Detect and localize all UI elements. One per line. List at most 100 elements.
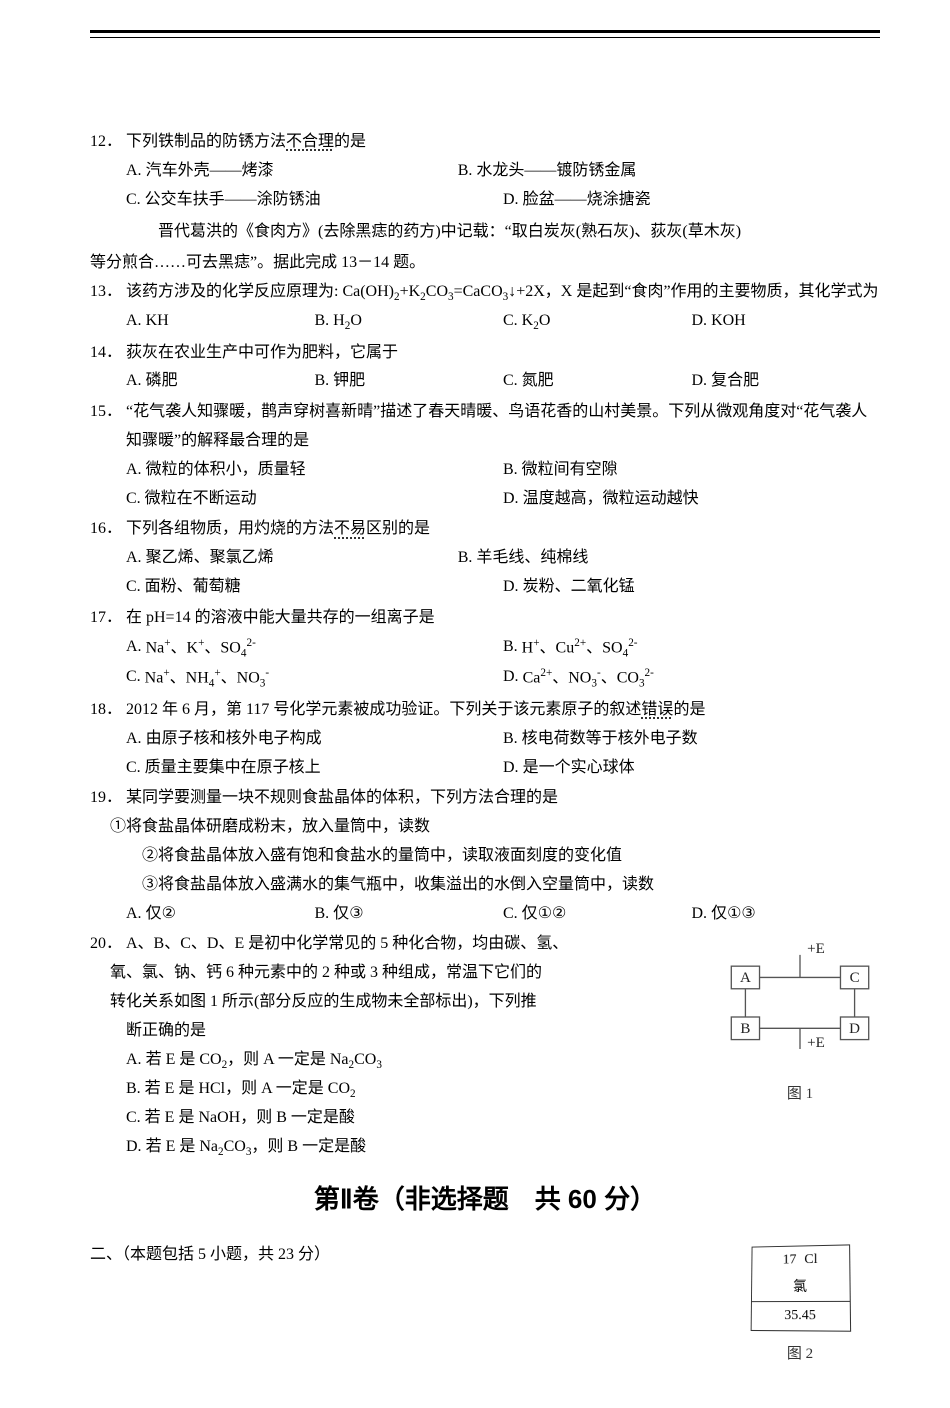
q-number: 19．: [90, 784, 126, 813]
option-text: 炭粉、二氧化锰: [523, 573, 635, 602]
q-number: 12．: [90, 128, 126, 157]
option-text: 若 E 是 CO2，则 A 一定是 Na2CO3: [146, 1046, 382, 1075]
q-stem: “花气袭人知骤暖，鹊声穿树喜新晴”描述了春天晴暖、鸟语花香的山村美景。下列从微观…: [126, 398, 880, 456]
question-20: A C B D +E +E 图 1 20． A、B、C、D、E 是初中化学常见的…: [90, 930, 880, 1162]
q-stem-line: A、B、C、D、E 是初中化学常见的 5 种化合物，均由碳、氢、: [126, 930, 712, 959]
q-stem: 该药方涉及的化学反应原理为: Ca(OH)2+K2CO3=CaCO3↓+2X，X…: [126, 278, 880, 307]
option-row: C.Na+、NH4+、NO3- D.Ca2+、NO3-、CO32-: [90, 663, 880, 694]
question-18: 18． 2012 年 6 月，第 117 号化学元素被成功验证。下列关于该元素原…: [90, 696, 880, 782]
option-row: C.质量主要集中在原子核上 D.是一个实心球体: [90, 754, 880, 783]
svg-text:B: B: [740, 1021, 750, 1037]
q-stem: 下列铁制品的防锈方法不合理的是: [126, 128, 880, 157]
q-number: 18．: [90, 696, 126, 725]
option-text: H+、Cu2+、SO42-: [522, 633, 638, 664]
option-text: 若 E 是 Na2CO3，则 B 一定是酸: [146, 1133, 367, 1162]
svg-text:+E: +E: [807, 941, 825, 957]
context-text-line2: 等分煎合……可去黑痣”。据此完成 13－14 题。: [90, 249, 880, 278]
option-text: 钾肥: [333, 367, 365, 396]
svg-text:A: A: [740, 971, 751, 987]
context-text: 晋代葛洪的《食肉方》(去除黑痣的药方)中记载：“取白炭灰(熟石灰)、荻灰(草木灰…: [90, 218, 880, 247]
option-row: A.KH B.H2O C.K2O D.KOH: [90, 307, 880, 336]
option-text: 若 E 是 HCl，则 A 一定是 CO2: [145, 1075, 356, 1104]
option-text: Ca2+、NO3-、CO32-: [523, 663, 654, 694]
svg-text:+E: +E: [807, 1035, 825, 1051]
q-stem: 2012 年 6 月，第 117 号化学元素被成功验证。下列关于该元素原子的叙述…: [126, 696, 880, 725]
page-rule: [90, 30, 880, 38]
option-text: 磷肥: [146, 367, 178, 396]
option-text: 质量主要集中在原子核上: [145, 754, 321, 783]
option-text: 是一个实心球体: [523, 754, 635, 783]
figure-1-label: 图 1: [720, 1081, 880, 1108]
option-text: 仅③: [333, 900, 363, 929]
q-stem: 下列各组物质，用灼烧的方法不易区别的是: [126, 515, 880, 544]
question-17: 17． 在 pH=14 的溶液中能大量共存的一组离子是 A.Na+、K+、SO4…: [90, 604, 880, 694]
option-text: 微粒的体积小，质量轻: [146, 456, 306, 485]
q-number: 13．: [90, 278, 126, 307]
option-row: C.面粉、葡萄糖 D.炭粉、二氧化锰: [90, 573, 880, 602]
option: D.若 E 是 Na2CO3，则 B 一定是酸: [90, 1133, 880, 1162]
option-row: A.磷肥 B.钾肥 C.氮肥 D.复合肥: [90, 367, 880, 396]
question-15: 15． “花气袭人知骤暖，鹊声穿树喜新晴”描述了春天晴暖、鸟语花香的山村美景。下…: [90, 398, 880, 513]
atomic-mass: 35.45: [751, 1301, 851, 1331]
question-12: 12． 下列铁制品的防锈方法不合理的是 A.汽车外壳——烤漆 B.水龙头——镀防…: [90, 128, 880, 214]
svg-text:D: D: [849, 1021, 860, 1037]
option-row: A.微粒的体积小，质量轻 B.微粒间有空隙: [90, 456, 880, 485]
option-text: 公交车扶手——涂防锈油: [145, 186, 321, 215]
option: B.若 E 是 HCl，则 A 一定是 CO2: [90, 1075, 712, 1104]
option-text: 温度越高，微粒运动越快: [523, 485, 699, 514]
option-text: 仅②: [146, 900, 176, 929]
option-row: A.由原子核和核外电子构成 B.核电荷数等于核外电子数: [90, 725, 880, 754]
subitem: ②将食盐晶体放入盛有饱和食盐水的量筒中，读取液面刻度的变化值: [90, 842, 880, 871]
svg-text:C: C: [850, 971, 860, 987]
element-name: 氯: [751, 1273, 851, 1301]
option-row: A.仅② B.仅③ C.仅①② D.仅①③: [90, 900, 880, 929]
option-text: Na+、K+、SO42-: [146, 633, 256, 664]
option-text: 复合肥: [711, 367, 759, 396]
option: C.若 E 是 NaOH，则 B 一定是酸: [90, 1104, 712, 1133]
section-2-title: 第Ⅱ卷（非选择题 共 60 分）: [90, 1176, 880, 1223]
option-row: A.聚乙烯、聚氯乙烯 B.羊毛线、纯棉线: [90, 544, 880, 573]
option-text: H2O: [333, 307, 362, 336]
subitem: ③将食盐晶体放入盛满水的集气瓶中，收集溢出的水倒入空量筒中，读数: [90, 871, 880, 900]
option-text: KH: [146, 307, 169, 336]
figure-2-label: 图 2: [740, 1341, 860, 1368]
option-text: 仅①③: [711, 900, 756, 929]
option-row: A.Na+、K+、SO42- B.H+、Cu2+、SO42-: [90, 633, 880, 664]
q-stem: 某同学要测量一块不规则食盐晶体的体积，下列方法合理的是: [126, 784, 880, 813]
option-row: A.汽车外壳——烤漆 B.水龙头——镀防锈金属: [90, 157, 880, 186]
figure-1: A C B D +E +E 图 1: [720, 936, 880, 1108]
option-row: C.微粒在不断运动 D.温度越高，微粒运动越快: [90, 485, 880, 514]
option-row: C.公交车扶手——涂防锈油 D.脸盆——烧涂搪瓷: [90, 186, 880, 215]
option-text: Na+、NH4+、NO3-: [145, 663, 269, 694]
q-number: 20．: [90, 930, 126, 959]
option-text: KOH: [711, 307, 746, 336]
option-text: 仅①②: [522, 900, 567, 929]
question-14: 14． 荻灰在农业生产中可作为肥料，它属于 A.磷肥 B.钾肥 C.氮肥 D.复…: [90, 339, 880, 397]
option-text: 微粒在不断运动: [145, 485, 257, 514]
q-stem: 荻灰在农业生产中可作为肥料，它属于: [126, 339, 880, 368]
question-13: 13． 该药方涉及的化学反应原理为: Ca(OH)2+K2CO3=CaCO3↓+…: [90, 278, 880, 337]
q-stem: 在 pH=14 的溶液中能大量共存的一组离子是: [126, 604, 880, 633]
q-number: 15．: [90, 398, 126, 456]
option-text: 脸盆——烧涂搪瓷: [523, 186, 651, 215]
option-text: 由原子核和核外电子构成: [146, 725, 322, 754]
question-19: 19． 某同学要测量一块不规则食盐晶体的体积，下列方法合理的是 ①将食盐晶体研磨…: [90, 784, 880, 928]
subitem: ①将食盐晶体研磨成粉末，放入量筒中，读数: [90, 813, 880, 842]
option-text: 氮肥: [522, 367, 554, 396]
question-16: 16． 下列各组物质，用灼烧的方法不易区别的是 A.聚乙烯、聚氯乙烯 B.羊毛线…: [90, 515, 880, 601]
atomic-number: 17: [783, 1251, 797, 1270]
element-symbol: Cl: [804, 1250, 817, 1270]
option-text: K2O: [522, 307, 551, 336]
option-text: 核电荷数等于核外电子数: [522, 725, 698, 754]
q-number: 14．: [90, 339, 126, 368]
option-text: 水龙头——镀防锈金属: [476, 157, 636, 186]
figure-1-svg: A C B D +E +E: [720, 936, 880, 1066]
option: A.若 E 是 CO2，则 A 一定是 Na2CO3: [90, 1046, 712, 1075]
option-text: 微粒间有空隙: [522, 456, 618, 485]
option-text: 聚乙烯、聚氯乙烯: [146, 544, 274, 573]
option-text: 若 E 是 NaOH，则 B 一定是酸: [145, 1104, 355, 1133]
figure-2: 17 Cl 氯 35.45 图 2: [740, 1245, 860, 1368]
option-text: 羊毛线、纯棉线: [476, 544, 588, 573]
option-text: 面粉、葡萄糖: [145, 573, 241, 602]
option-text: 汽车外壳——烤漆: [146, 157, 274, 186]
